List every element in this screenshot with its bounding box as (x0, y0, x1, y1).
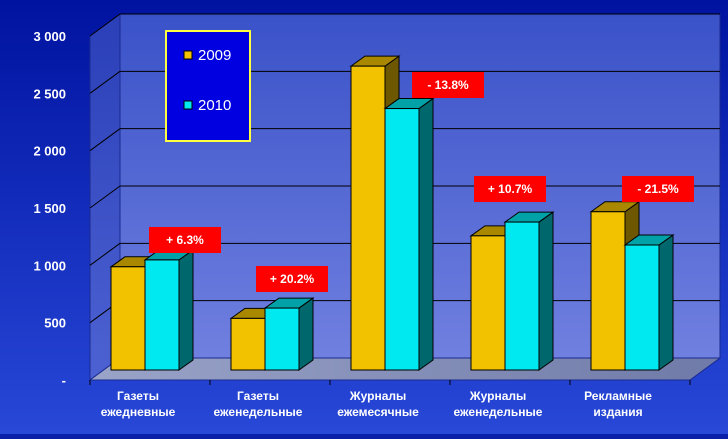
data-label-box (256, 266, 328, 292)
data-label: - 13.8% (427, 78, 469, 92)
legend-swatch (183, 100, 193, 110)
gridline-side (89, 185, 121, 209)
y-tick-label: 2 000 (33, 144, 66, 159)
y-tick-label: 3 000 (33, 29, 66, 44)
x-tick-label: ежемесячные (337, 405, 419, 419)
bar-2010 (384, 108, 420, 371)
x-tick-label: Журналы (469, 389, 526, 403)
legend-swatch (183, 50, 193, 60)
bar-2010 (624, 244, 660, 371)
y-tick-label: 2 500 (33, 86, 66, 101)
bar-2010-side (298, 297, 314, 371)
x-tick-label: издания (593, 405, 642, 419)
bar-2010 (504, 221, 540, 371)
legend-box (165, 30, 251, 142)
y-tick-label: 500 (44, 316, 66, 331)
bar-2010-side (658, 234, 674, 371)
bar-2010-side (538, 211, 554, 371)
bar-2009 (230, 317, 266, 371)
data-label: + 20.2% (270, 272, 315, 286)
y-tick-label: 1 000 (33, 258, 66, 273)
y-tick-label: - (62, 373, 66, 388)
x-tick-label: Газеты (117, 389, 159, 403)
gridline-side (89, 13, 121, 37)
x-tick-label: еженедельные (454, 405, 543, 419)
legend-label: 2010 (198, 97, 231, 114)
legend-label: 2009 (198, 47, 231, 64)
x-tick-label: Журналы (349, 389, 406, 403)
x-tick-label: Газеты (237, 389, 279, 403)
gridline-side (89, 128, 121, 152)
x-tick-label: ежедневные (101, 405, 176, 419)
data-label-box (474, 176, 546, 202)
bar-2010 (264, 307, 300, 371)
data-label-box (622, 176, 694, 202)
x-tick-label: Рекламные (584, 389, 652, 403)
y-tick-label: 1 500 (33, 201, 66, 216)
bar-2010-side (178, 248, 194, 371)
bar-2009 (110, 266, 146, 371)
x-tick-label: еженедельные (214, 405, 303, 419)
bar-2009 (590, 211, 626, 371)
data-label: + 10.7% (488, 182, 533, 196)
data-label: - 21.5% (637, 182, 679, 196)
data-label-box (149, 227, 221, 253)
data-label: + 6.3% (166, 233, 204, 247)
gridline-side (89, 70, 121, 94)
gridline-side (89, 242, 121, 266)
bar-2009 (350, 65, 386, 371)
bar-2010 (144, 259, 180, 371)
data-label-box (412, 72, 484, 98)
bar-2010-side (418, 97, 434, 371)
bar-2009 (470, 235, 506, 371)
